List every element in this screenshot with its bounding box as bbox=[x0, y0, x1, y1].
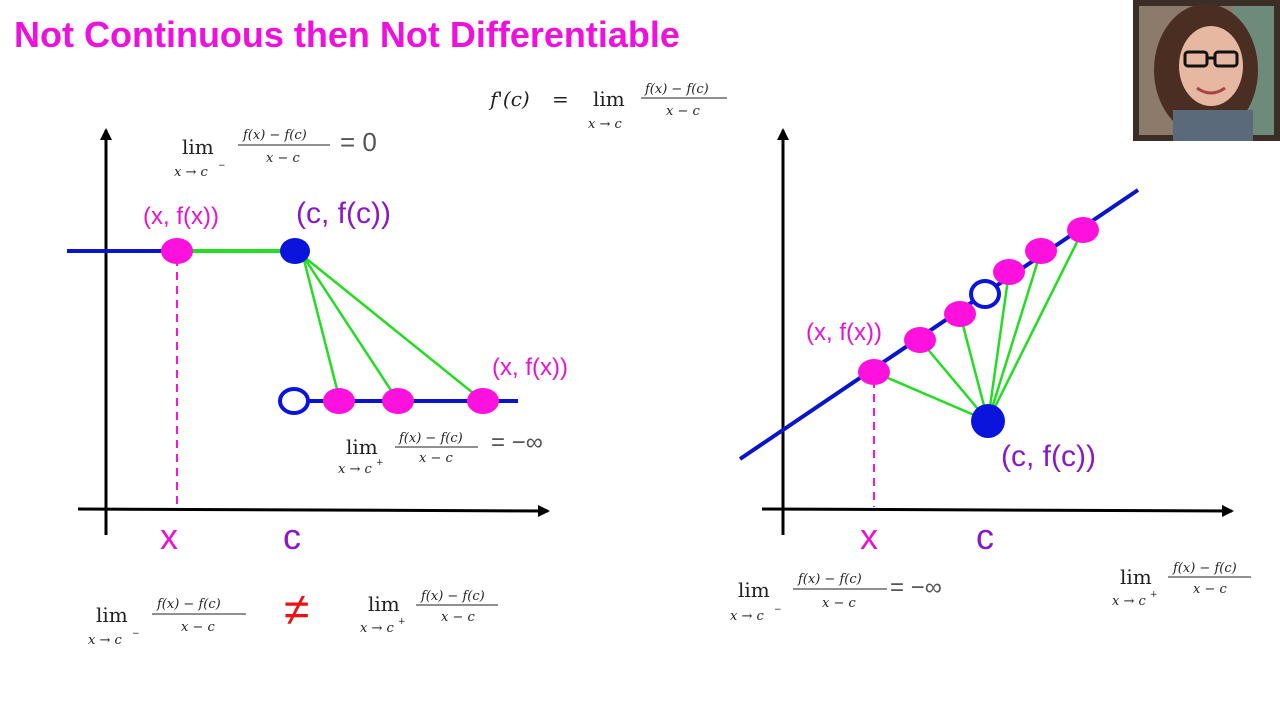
right-left-limit-denominator: x − c bbox=[822, 596, 856, 611]
left-top-limit-sub: x → c bbox=[174, 165, 208, 180]
right-graph: (x, f(x)) (c, f(c)) x c lim x → c − f(x)… bbox=[730, 128, 1251, 624]
left-point-lower-2 bbox=[382, 388, 414, 414]
left-right-limit-sub: x → c bbox=[338, 462, 372, 477]
left-open-circle-marker bbox=[278, 387, 310, 415]
right-point-4 bbox=[993, 259, 1025, 285]
left-secant-line-2 bbox=[301, 255, 400, 402]
right-left-limit-numerator: f(x) − f(c) bbox=[797, 572, 862, 587]
right-left-limit-sub: x → c bbox=[730, 609, 764, 624]
comparison-right-sub-sup: + bbox=[398, 617, 406, 627]
right-secant-line-2 bbox=[919, 339, 989, 422]
right-right-limit-sub-sup: + bbox=[1150, 590, 1158, 600]
left-secant-line-3 bbox=[302, 255, 484, 402]
right-secant-line-6 bbox=[986, 229, 1085, 422]
comparison-right-numerator: f(x) − f(c) bbox=[420, 589, 485, 604]
comparison-left-denominator: x − c bbox=[181, 620, 215, 635]
right-axis-c-label: c bbox=[976, 516, 994, 557]
right-x-axis bbox=[761, 504, 1234, 517]
comparison-left-sub: x → c bbox=[88, 633, 122, 648]
definition-lhs: f'(c) bbox=[488, 87, 530, 111]
right-secant-line-3 bbox=[958, 313, 990, 422]
comparison-right-lim: lim bbox=[368, 592, 400, 616]
one-sided-limit-comparison: lim x → c − f(x) − f(c) x − c ≠ lim x → … bbox=[88, 583, 498, 648]
definition-equals: = bbox=[552, 87, 569, 111]
comparison-right-sub: x → c bbox=[360, 621, 394, 636]
right-right-limit-numerator: f(x) − f(c) bbox=[1172, 561, 1237, 576]
right-point-2 bbox=[904, 327, 936, 353]
left-top-limit-sub-sup: − bbox=[218, 161, 226, 171]
left-secant-line-1 bbox=[301, 255, 342, 402]
left-right-limit-result: = −∞ bbox=[491, 429, 543, 456]
left-top-limit-result: = 0 bbox=[340, 127, 377, 157]
left-point-lower-3 bbox=[467, 388, 499, 414]
comparison-left-lim: lim bbox=[96, 603, 128, 627]
definition-lim: lim bbox=[593, 87, 625, 111]
left-point-lower-1 bbox=[323, 388, 355, 414]
right-point-3 bbox=[944, 301, 976, 327]
right-secant-line-1 bbox=[873, 370, 989, 423]
right-right-limit-sub: x → c bbox=[1112, 594, 1146, 609]
left-x-axis bbox=[77, 504, 550, 517]
not-equal-symbol: ≠ bbox=[284, 583, 309, 635]
right-point-x-fx bbox=[858, 359, 890, 385]
right-right-limit-denominator: x − c bbox=[1193, 582, 1227, 597]
right-left-limit-sub-sup: − bbox=[774, 605, 782, 615]
left-top-limit-numerator: f(x) − f(c) bbox=[242, 128, 307, 143]
left-label-c-fc: (c, f(c)) bbox=[296, 197, 391, 230]
left-point-c-fc bbox=[280, 238, 310, 264]
left-top-limit-lim: lim bbox=[182, 135, 214, 159]
right-label-x-fx: (x, f(x)) bbox=[806, 319, 882, 346]
right-secant-line-5 bbox=[986, 250, 1043, 422]
right-axis-x-label: x bbox=[860, 516, 878, 557]
left-label-x-fx-bottom: (x, f(x)) bbox=[492, 354, 568, 381]
derivative-definition: f'(c) = lim x → c f(x) − f(c) x − c bbox=[488, 82, 727, 132]
left-axis-c-label: c bbox=[283, 516, 301, 557]
right-label-c-fc: (c, f(c)) bbox=[1001, 440, 1096, 473]
left-right-limit-sub-sup: + bbox=[376, 458, 384, 468]
left-right-limit-denominator: x − c bbox=[419, 451, 453, 466]
right-right-limit-lim: lim bbox=[1120, 565, 1152, 589]
right-left-limit-lim: lim bbox=[738, 578, 770, 602]
presenter-webcam bbox=[1133, 0, 1280, 141]
definition-numerator: f(x) − f(c) bbox=[644, 82, 709, 97]
comparison-left-sub-sup: − bbox=[132, 629, 140, 639]
right-secant-line-4 bbox=[986, 271, 1011, 422]
left-right-limit-numerator: f(x) − f(c) bbox=[398, 431, 463, 446]
presenter-avatar-icon bbox=[1133, 0, 1280, 141]
right-point-c-fc bbox=[971, 404, 1005, 438]
right-point-6 bbox=[1067, 217, 1099, 243]
comparison-right-denominator: x − c bbox=[441, 610, 475, 625]
left-right-limit-lim: lim bbox=[346, 435, 378, 459]
right-open-circle-marker bbox=[969, 279, 1001, 309]
right-point-5 bbox=[1025, 238, 1057, 264]
left-axis-x-label: x bbox=[160, 516, 178, 557]
definition-denominator: x − c bbox=[666, 104, 700, 119]
right-left-limit-result: = −∞ bbox=[890, 574, 942, 601]
left-top-limit-denominator: x − c bbox=[266, 151, 300, 166]
left-label-x-fx-top: (x, f(x)) bbox=[143, 203, 219, 230]
left-point-x-fx-upper bbox=[161, 238, 193, 264]
slide-title: Not Continuous then Not Differentiable bbox=[14, 14, 680, 55]
definition-lim-sub: x → c bbox=[588, 117, 622, 132]
comparison-left-numerator: f(x) − f(c) bbox=[156, 597, 221, 612]
left-graph: lim x → c − f(x) − f(c) x − c = 0 (x, f(… bbox=[67, 127, 568, 557]
